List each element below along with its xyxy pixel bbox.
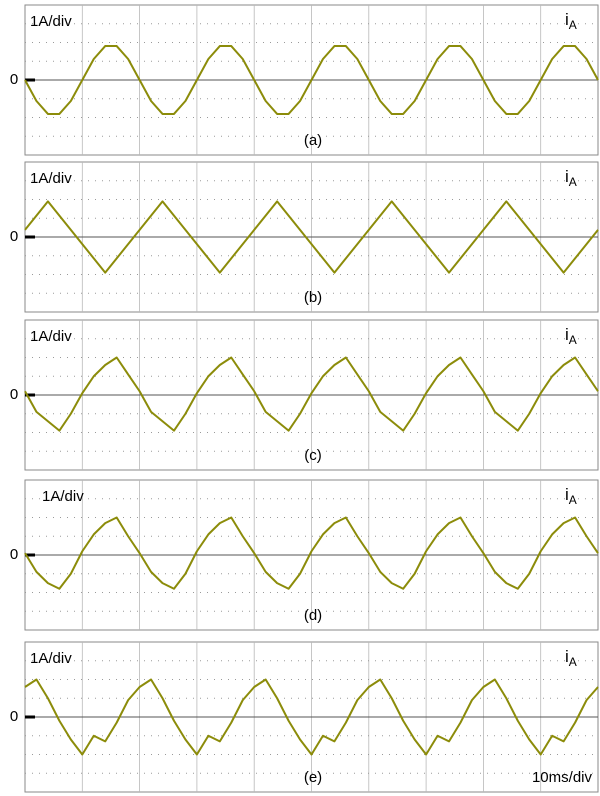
panel-caption: (d) [304,607,322,624]
y-tick-label: 0 [10,71,18,88]
time-scale: 10ms/div [532,769,593,786]
y-tick-label: 0 [10,228,18,245]
page: 01A/diviA(a)01A/diviA(b)01A/diviA(c)01A/… [0,0,600,796]
y-tick-label: 0 [10,386,18,403]
scale-label: 1A/div [30,328,72,345]
y-tick-label: 0 [10,708,18,725]
scale-label: 1A/div [30,650,72,667]
panel-caption: (a) [304,132,322,149]
channel-subscript: A [569,175,577,189]
scale-label: 1A/div [30,13,72,30]
panel-caption: (b) [304,289,322,306]
channel-subscript: A [569,655,577,669]
figure: 01A/diviA(a)01A/diviA(b)01A/diviA(c)01A/… [0,0,600,796]
scale-label: 1A/div [42,488,84,505]
panel-caption: (e) [304,769,322,786]
channel-subscript: A [569,493,577,507]
channel-subscript: A [569,18,577,32]
channel-subscript: A [569,333,577,347]
panel-caption: (c) [304,447,322,464]
scale-label: 1A/div [30,170,72,187]
y-tick-label: 0 [10,546,18,563]
